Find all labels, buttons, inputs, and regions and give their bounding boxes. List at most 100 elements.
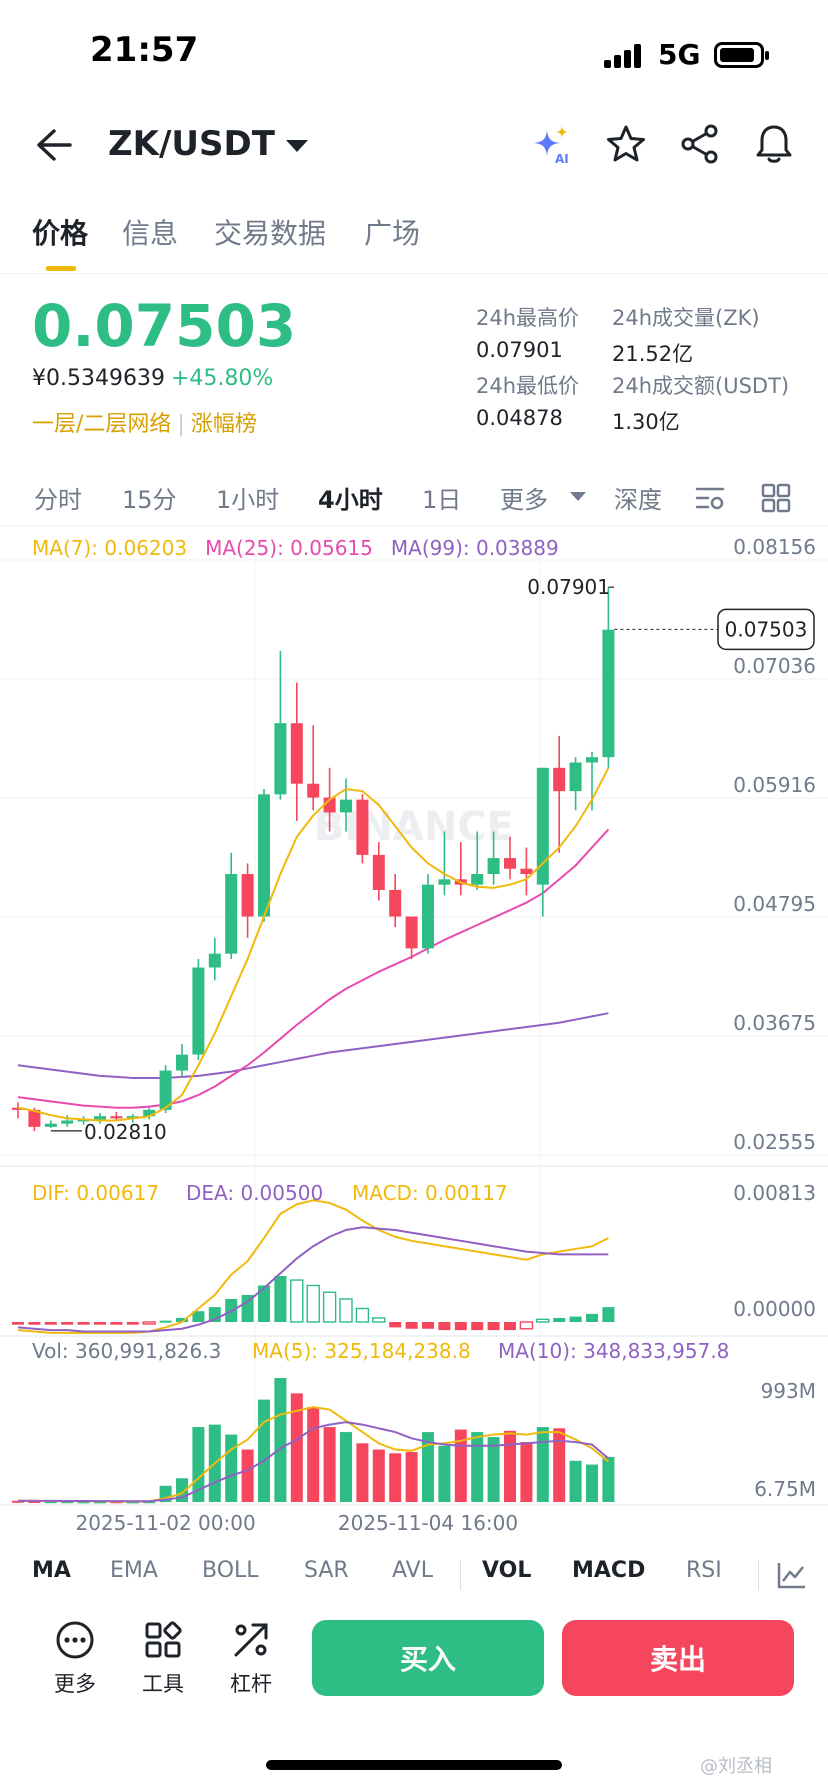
candle-body [405, 916, 418, 949]
tag-gainers[interactable]: 涨幅榜 [190, 412, 257, 437]
tag-layer[interactable]: 一层/二层网络 [32, 412, 172, 437]
macd-histogram-bar [487, 1322, 500, 1331]
buy-button[interactable]: 买入 [312, 1620, 544, 1696]
dif-polyline [17, 1199, 609, 1334]
volume-bar [290, 1393, 303, 1502]
y-tick-label: 0.08156 [733, 535, 816, 559]
back-arrow-icon[interactable] [34, 128, 74, 162]
high-price-label: 0.07901 [527, 575, 610, 599]
macd-histogram-bar [110, 1322, 123, 1325]
macd-histogram-bar [355, 1307, 370, 1323]
tools-icon [145, 1621, 182, 1658]
share-icon[interactable] [678, 122, 722, 166]
indicator-avl[interactable]: AVL [392, 1558, 433, 1583]
volume-bar [372, 1449, 385, 1502]
margin-tool[interactable]: 杠杆 [216, 1620, 286, 1698]
pair-dropdown-icon[interactable] [286, 140, 308, 152]
depth-tab[interactable]: 深度 [614, 486, 662, 514]
indicator-rsi[interactable]: RSI [686, 1558, 722, 1583]
macd-histogram-bar [290, 1279, 304, 1323]
volume-bar [536, 1427, 549, 1502]
candle-body [422, 884, 434, 949]
interval-1d[interactable]: 1日 [422, 486, 462, 514]
vol-ma10-polyline [17, 1421, 610, 1503]
ma99-polyline [17, 1012, 609, 1079]
volume-bar [274, 1378, 287, 1502]
volume-bar [323, 1427, 336, 1502]
volume-bar [192, 1427, 205, 1502]
tab-info[interactable]: 信息 [122, 217, 179, 250]
stat-value: 21.52亿 [612, 342, 694, 366]
interval-more[interactable]: 更多 [500, 486, 548, 514]
interval-timeline[interactable]: 分时 [34, 486, 82, 514]
macd-histogram-bar [126, 1322, 139, 1325]
more-dropdown-icon[interactable] [570, 492, 586, 501]
low-price-label: 0.02810 [84, 1120, 167, 1144]
macd-histogram-bar [28, 1322, 41, 1325]
indicator-boll[interactable]: BOLL [202, 1558, 259, 1583]
more-icon [56, 1621, 94, 1659]
tab-trading-data[interactable]: 交易数据 [214, 217, 327, 250]
candle-body [110, 1116, 123, 1119]
volume-bar [307, 1407, 320, 1502]
ma7-label: MA(7): 0.06203 [32, 536, 188, 560]
last-price: 0.07503 [32, 292, 297, 360]
grid-layout-icon[interactable] [760, 482, 792, 514]
tools-tool-label: 工具 [142, 1672, 184, 1696]
candle-body [94, 1116, 106, 1120]
candle-body [159, 1070, 172, 1110]
network-type: 5G [658, 38, 701, 71]
star-icon[interactable] [604, 122, 648, 166]
tab-price[interactable]: 价格 [32, 217, 89, 250]
volume-bar [61, 1501, 74, 1504]
status-time: 21:57 [90, 30, 199, 70]
bell-icon[interactable] [752, 122, 796, 166]
kline-chart[interactable]: BINANCE 0.081560.070360.059160.047950.03… [0, 520, 828, 1540]
indicator-sar[interactable]: SAR [304, 1558, 349, 1583]
indicator-vol[interactable]: VOL [482, 1558, 532, 1583]
tools-tool[interactable]: 工具 [128, 1620, 198, 1698]
sell-button[interactable]: 卖出 [562, 1620, 794, 1696]
volume-bar [77, 1501, 90, 1504]
ma99-line [17, 1012, 609, 1079]
ai-sparkle-icon[interactable]: AI [530, 122, 574, 166]
y-tick-label: 0.02555 [733, 1130, 816, 1154]
bottom-bar: 更多 工具 杠杆 买入 卖出 [0, 1610, 828, 1720]
volume-bar [405, 1452, 418, 1502]
main-tabs: 价格 信息 交易数据 广场 [0, 208, 828, 274]
indicator-settings-icon[interactable] [776, 1560, 808, 1590]
indicator-ema[interactable]: EMA [110, 1558, 158, 1583]
y-tick-label: 0.03675 [733, 1011, 816, 1035]
tab-square[interactable]: 广场 [364, 217, 421, 250]
ma-legend: MA(7): 0.06203 MA(25): 0.05615 MA(99): 0.0… [32, 536, 577, 560]
candle-body [340, 799, 352, 813]
indicator-divider [460, 1560, 461, 1590]
chart-settings-icon[interactable] [694, 482, 726, 514]
interval-4h[interactable]: 4小时 [318, 486, 383, 514]
candle-body [192, 967, 205, 1055]
macd-histogram-bar [405, 1322, 418, 1329]
volume-bar [602, 1456, 615, 1502]
ma25-polyline [17, 828, 610, 1109]
macd-tick-label: 0.00000 [733, 1297, 816, 1321]
candle-body [602, 629, 615, 758]
macd-histogram-bar [94, 1322, 106, 1325]
home-indicator[interactable] [266, 1760, 562, 1770]
interval-15m[interactable]: 15分 [122, 486, 177, 514]
macd-histogram-bar [258, 1285, 270, 1322]
volume-bar [225, 1434, 238, 1502]
dif-label: DIF: 0.00617 [32, 1181, 159, 1205]
time-axis: 2025-11-02 00:00 2025-11-04 16:00 [75, 1511, 518, 1535]
tag-separator: | [177, 412, 185, 437]
indicator-macd[interactable]: MACD [572, 1558, 646, 1583]
dea-polyline [17, 1226, 609, 1333]
interval-1h[interactable]: 1小时 [216, 486, 280, 514]
candle-body [12, 1107, 24, 1110]
candle-body [241, 874, 254, 917]
candle-body [520, 868, 533, 875]
more-tool[interactable]: 更多 [40, 1620, 110, 1698]
indicator-ma[interactable]: MA [32, 1558, 71, 1583]
candle-body [44, 1123, 57, 1127]
candle-body [225, 874, 238, 954]
trading-pair-title[interactable]: ZK/USDT [108, 124, 275, 164]
